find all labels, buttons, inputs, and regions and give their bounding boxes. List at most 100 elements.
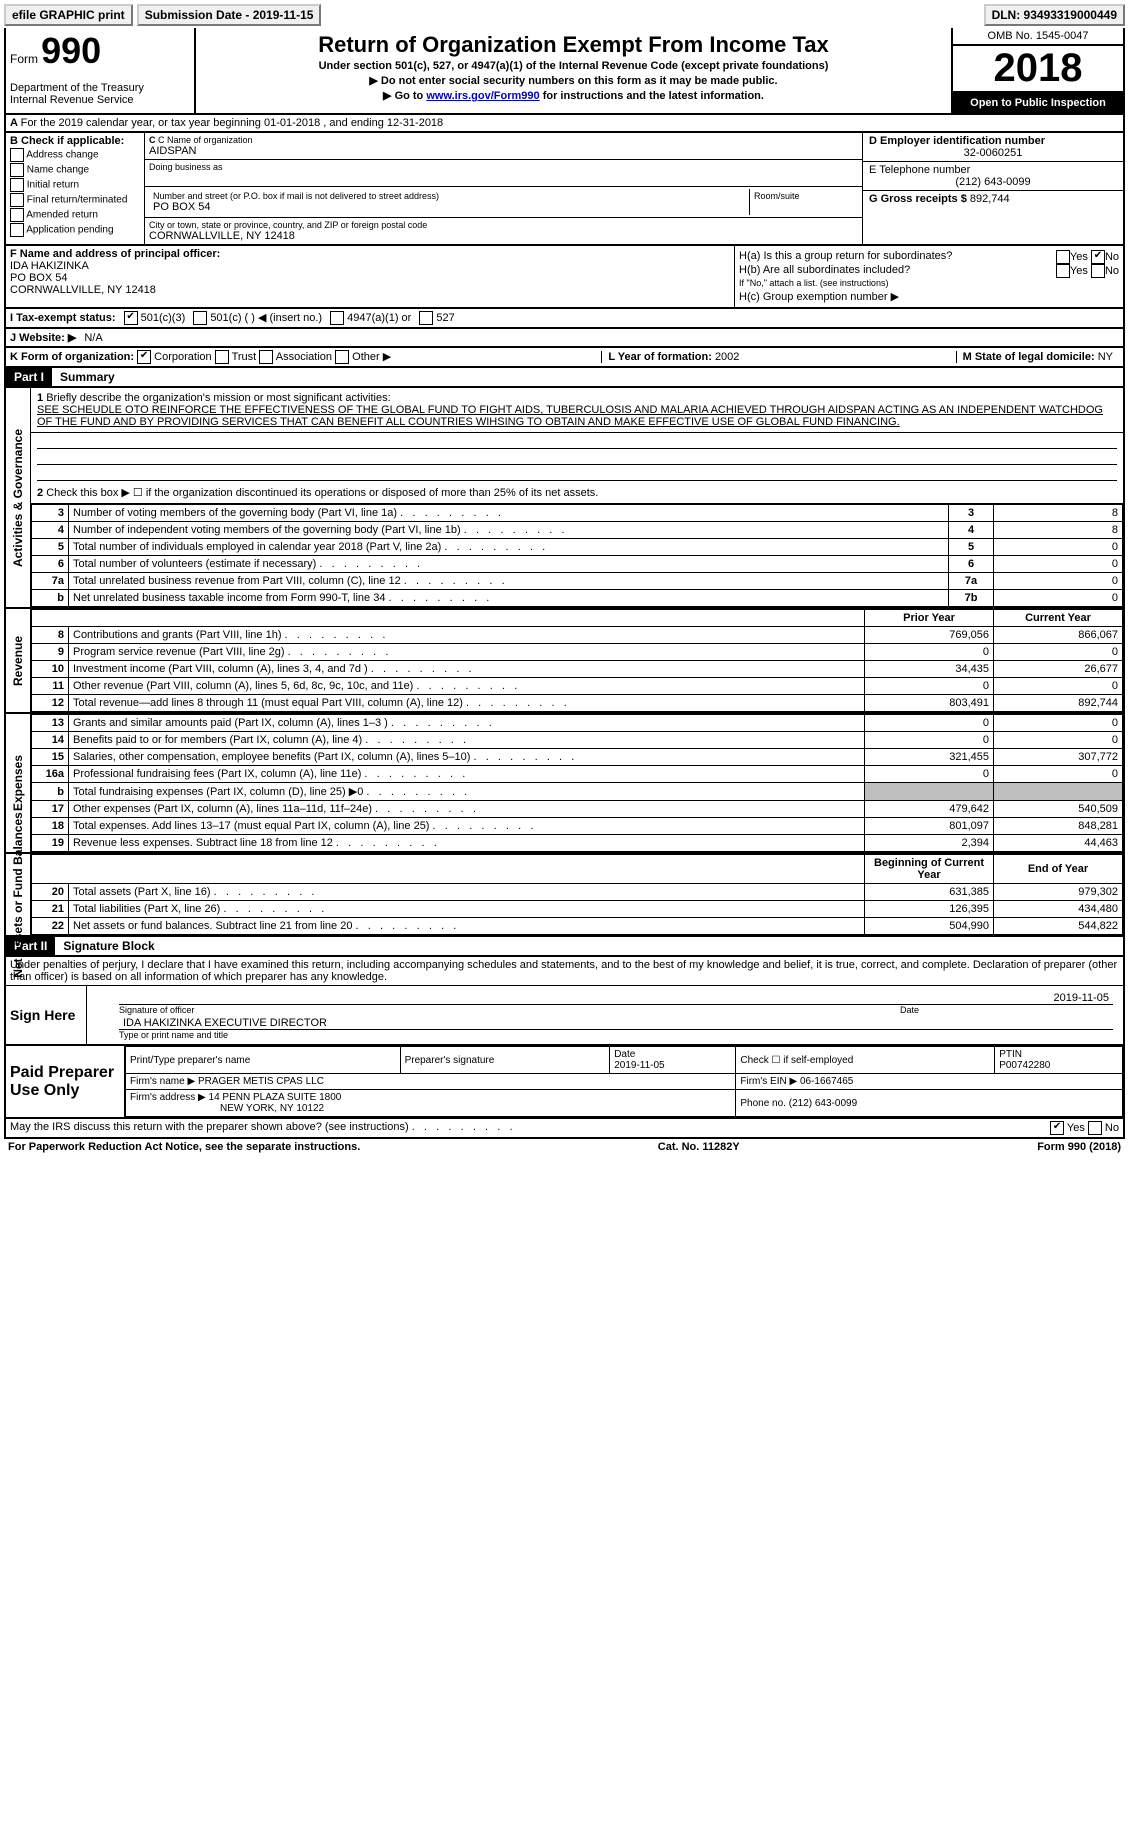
table-row: 13Grants and similar amounts paid (Part … [32,715,1123,732]
cb-final-return[interactable]: Final return/terminated [10,193,140,207]
firm-phone: (212) 643-0099 [789,1098,857,1109]
mission-text: SEE SCHEUDLE OTO REINFORCE THE EFFECTIVE… [37,404,1103,428]
signature-block: Under penalties of perjury, I declare th… [4,957,1125,1046]
cb-other[interactable] [335,350,349,364]
form-header: Form 990 Department of the Treasury Inte… [4,28,1125,115]
cb-discuss-yes[interactable] [1050,1121,1064,1135]
table-row: 5Total number of individuals employed in… [32,539,1123,556]
netassets-header-row: Beginning of Current Year End of Year [32,855,1123,884]
table-row: 16aProfessional fundraising fees (Part I… [32,766,1123,783]
domicile-state: NY [1098,351,1113,363]
phone: (212) 643-0099 [869,176,1117,188]
cb-501c[interactable] [193,311,207,325]
table-row: 7aTotal unrelated business revenue from … [32,573,1123,590]
table-row: 20Total assets (Part X, line 16)631,3859… [32,884,1123,901]
name-line: IDA HAKIZINKA EXECUTIVE DIRECTOR [119,1017,1113,1030]
sign-here-label: Sign Here [6,986,87,1044]
org-address: PO BOX 54 [153,201,745,213]
part2-header: Part II Signature Block [4,937,1125,957]
line-2: 2 Check this box ▶ ☐ if the organization… [31,482,1123,504]
officer-group-block: F Name and address of principal officer:… [4,246,1125,309]
cb-4947[interactable] [330,311,344,325]
cb-trust[interactable] [215,350,229,364]
submission-date-button[interactable]: Submission Date - 2019-11-15 [137,4,322,26]
cb-initial-return[interactable]: Initial return [10,178,140,192]
org-city: CORNWALLVILLE, NY 12418 [149,230,858,242]
gross-receipts: G Gross receipts $ 892,744 [863,191,1123,207]
subordinates-q: H(b) Are all subordinates included? Yes … [739,264,1119,276]
table-row: bNet unrelated business taxable income f… [32,590,1123,607]
omb-number: OMB No. 1545-0047 [953,28,1123,46]
paperwork-footer: For Paperwork Reduction Act Notice, see … [4,1139,1125,1155]
side-label-revenue: Revenue [6,609,31,712]
subtitle-1: Under section 501(c), 527, or 4947(a)(1)… [200,60,947,72]
header-center: Return of Organization Exempt From Incom… [196,28,951,113]
table-row: 12Total revenue—add lines 8 through 11 (… [32,695,1123,712]
part1-revenue-section: Revenue Prior Year Current Year 8Contrib… [4,609,1125,714]
top-toolbar: efile GRAPHIC print Submission Date - 20… [4,4,1125,26]
firm-ein: 06-1667465 [800,1076,853,1087]
revenue-table: Prior Year Current Year 8Contributions a… [31,609,1123,712]
table-row: 10Investment income (Part VIII, column (… [32,661,1123,678]
column-c: C C Name of organization AIDSPAN Doing b… [145,133,862,244]
tax-year: 2018 [953,46,1123,93]
row-i-tax-status: I Tax-exempt status: 501(c)(3) 501(c) ( … [4,309,1125,329]
side-label-netassets: Net Assets or Fund Balances [6,854,31,935]
table-row: 9Program service revenue (Part VIII, lin… [32,644,1123,661]
cb-application-pending[interactable]: Application pending [10,223,140,237]
year-formation: 2002 [715,351,739,363]
org-name: AIDSPAN [149,145,858,157]
website-value: N/A [84,332,102,344]
column-de: D Employer identification number 32-0060… [862,133,1123,244]
table-row: 3Number of voting members of the governi… [32,505,1123,522]
subtitle-2: ▶ Do not enter social security numbers o… [200,74,947,87]
officer-name: IDA HAKIZINKA [10,260,89,272]
governance-table: 3Number of voting members of the governi… [31,504,1123,607]
side-label-governance: Activities & Governance [6,388,31,607]
column-f: F Name and address of principal officer:… [6,246,735,307]
cb-name-change[interactable]: Name change [10,163,140,177]
row-k-org-form: K Form of organization: Corporation Trus… [4,348,1125,368]
department-label: Department of the Treasury Internal Reve… [10,82,190,106]
form-word: Form [10,52,38,66]
row-a-tax-period: A For the 2019 calendar year, or tax yea… [4,115,1125,133]
table-row: 18Total expenses. Add lines 13–17 (must … [32,818,1123,835]
cb-discuss-no[interactable] [1088,1121,1102,1135]
irs-link[interactable]: www.irs.gov/Form990 [426,90,539,102]
ein: 32-0060251 [869,147,1117,159]
preparer-label: Paid Preparer Use Only [6,1046,125,1117]
cb-address-change[interactable]: Address change [10,148,140,162]
group-exemption: H(c) Group exemption number ▶ [739,290,1119,303]
cb-527[interactable] [419,311,433,325]
identification-block: B Check if applicable: Address change Na… [4,133,1125,246]
preparer-table: Print/Type preparer's name Preparer's si… [125,1046,1123,1117]
firm-name: PRAGER METIS CPAS LLC [198,1076,324,1087]
signature-line[interactable]: 2019-11-05 [119,992,1113,1005]
row-j-website: J Website: ▶ N/A [4,329,1125,348]
cb-amended-return[interactable]: Amended return [10,208,140,222]
table-row: 15Salaries, other compensation, employee… [32,749,1123,766]
form-title: Return of Organization Exempt From Incom… [200,32,947,58]
discuss-row: May the IRS discuss this return with the… [4,1119,1125,1139]
table-row: 4Number of independent voting members of… [32,522,1123,539]
public-inspection-badge: Open to Public Inspection [953,93,1123,113]
perjury-declaration: Under penalties of perjury, I declare th… [6,957,1123,986]
revenue-header-row: Prior Year Current Year [32,610,1123,627]
expenses-table: 13Grants and similar amounts paid (Part … [31,714,1123,852]
table-row: 14Benefits paid to or for members (Part … [32,732,1123,749]
part1-netassets-section: Net Assets or Fund Balances Beginning of… [4,854,1125,937]
part1-header: Part I Summary [4,368,1125,388]
subtitle-3: ▶ Go to www.irs.gov/Form990 for instruct… [200,89,947,102]
efile-button[interactable]: efile GRAPHIC print [4,4,133,26]
header-left: Form 990 Department of the Treasury Inte… [6,28,196,113]
cb-501c3[interactable] [124,311,138,325]
table-row: bTotal fundraising expenses (Part IX, co… [32,783,1123,801]
group-return-q: H(a) Is this a group return for subordin… [739,250,1119,262]
cb-association[interactable] [259,350,273,364]
netassets-table: Beginning of Current Year End of Year 20… [31,854,1123,935]
table-row: 21Total liabilities (Part X, line 26)126… [32,901,1123,918]
cb-corporation[interactable] [137,350,151,364]
table-row: 8Contributions and grants (Part VIII, li… [32,627,1123,644]
mission-block: 1 Briefly describe the organization's mi… [31,388,1123,433]
header-right: OMB No. 1545-0047 2018 Open to Public In… [951,28,1123,113]
